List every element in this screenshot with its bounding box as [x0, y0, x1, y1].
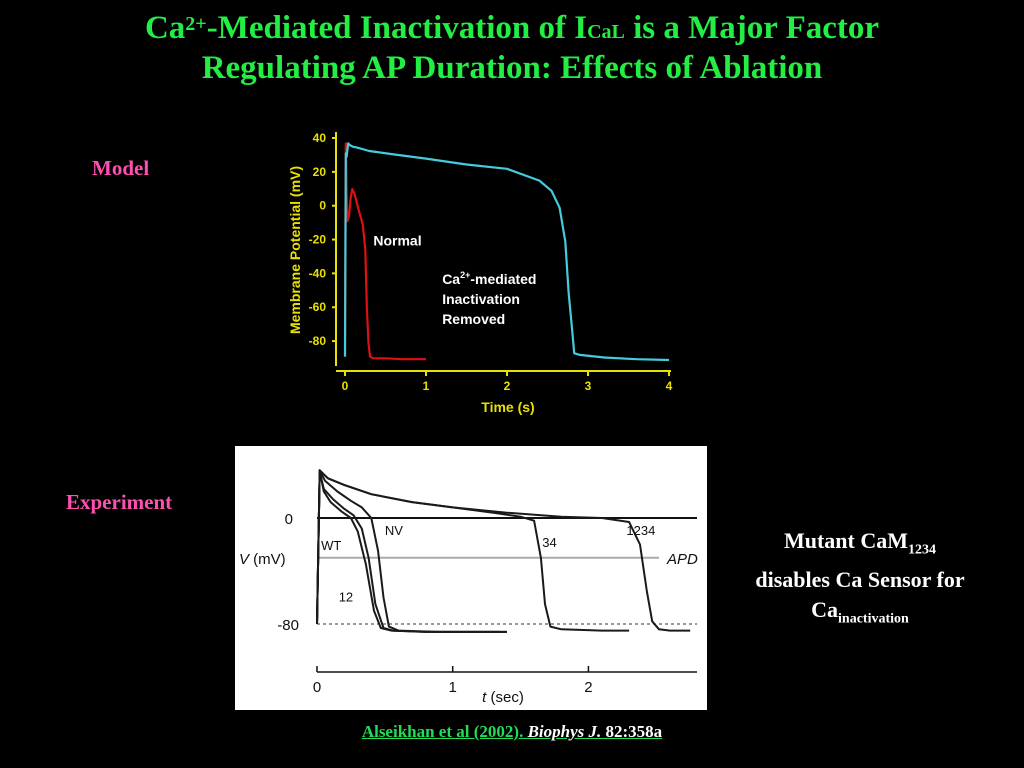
x-tick-label: 2 [584, 679, 592, 696]
y-tick-label: -60 [309, 300, 327, 314]
x-tick-label: 1 [423, 379, 430, 393]
y-axis-label: V (mV) [239, 551, 286, 568]
title-line-1: Ca2+-Mediated Inactivation of ICaL is a … [144, 10, 880, 46]
y-tick-label: -20 [309, 233, 327, 247]
x-tick-label: 4 [666, 379, 673, 393]
series-label-1234: 1234 [626, 523, 655, 538]
x-tick-label: 1 [449, 679, 457, 696]
series-line-wt [316, 470, 507, 633]
x-tick-label: 2 [504, 379, 511, 393]
series-line-ablated [343, 142, 670, 362]
series-line-34 [316, 469, 630, 632]
series-label-34: 34 [542, 535, 556, 550]
x-axis-label: Time (s) [481, 399, 534, 415]
series-label-nv: NV [385, 523, 403, 538]
annotation-ablated-line1: Ca2+-mediated [442, 270, 536, 287]
mutant-caption: Mutant CaM1234 disables Ca Sensor for Ca… [755, 528, 965, 627]
y-tick-label: 40 [313, 131, 327, 145]
series-label-12: 12 [339, 589, 353, 604]
series-line-12 [316, 470, 507, 633]
annotation-normal: Normal [373, 233, 421, 249]
x-tick-label: 3 [585, 379, 592, 393]
series-line-normal [343, 142, 426, 361]
y-tick-label: 20 [313, 165, 327, 179]
series-label-wt: WT [321, 538, 341, 553]
x-tick-label: 0 [342, 379, 349, 393]
apd-label: APD [666, 551, 698, 568]
annotation-ablated-line3: Removed [442, 311, 505, 327]
title-line-2: Regulating AP Duration: Effects of Ablat… [201, 50, 823, 86]
x-axis-label: t (sec) [482, 689, 524, 706]
series-line-1234 [316, 469, 691, 632]
series-line-nv [316, 469, 501, 633]
annotation-ablated-line2: Inactivation [442, 291, 520, 307]
citation-link[interactable]: Alseikhan et al (2002). Biophys J. 82:35… [361, 722, 663, 741]
slide-title: Ca2+-Mediated Inactivation of ICaL is a … [0, 8, 1024, 88]
y-tick-label: 0 [319, 199, 326, 213]
experiment-label: Experiment [66, 490, 173, 514]
y-tick-label: -40 [309, 266, 327, 280]
model-label: Model [92, 156, 150, 180]
x-tick-label: 0 [313, 679, 321, 696]
model-chart: 40 20 0 -20 -40 -60 -80 0 1 2 3 4 Time (s) Membrane P… [287, 131, 673, 415]
y-label-minus80: -80 [277, 617, 299, 634]
y-axis-label: Membrane Potential (mV) [287, 166, 303, 334]
y-tick-label: -80 [309, 334, 327, 348]
y-label-zero: 0 [285, 511, 293, 528]
